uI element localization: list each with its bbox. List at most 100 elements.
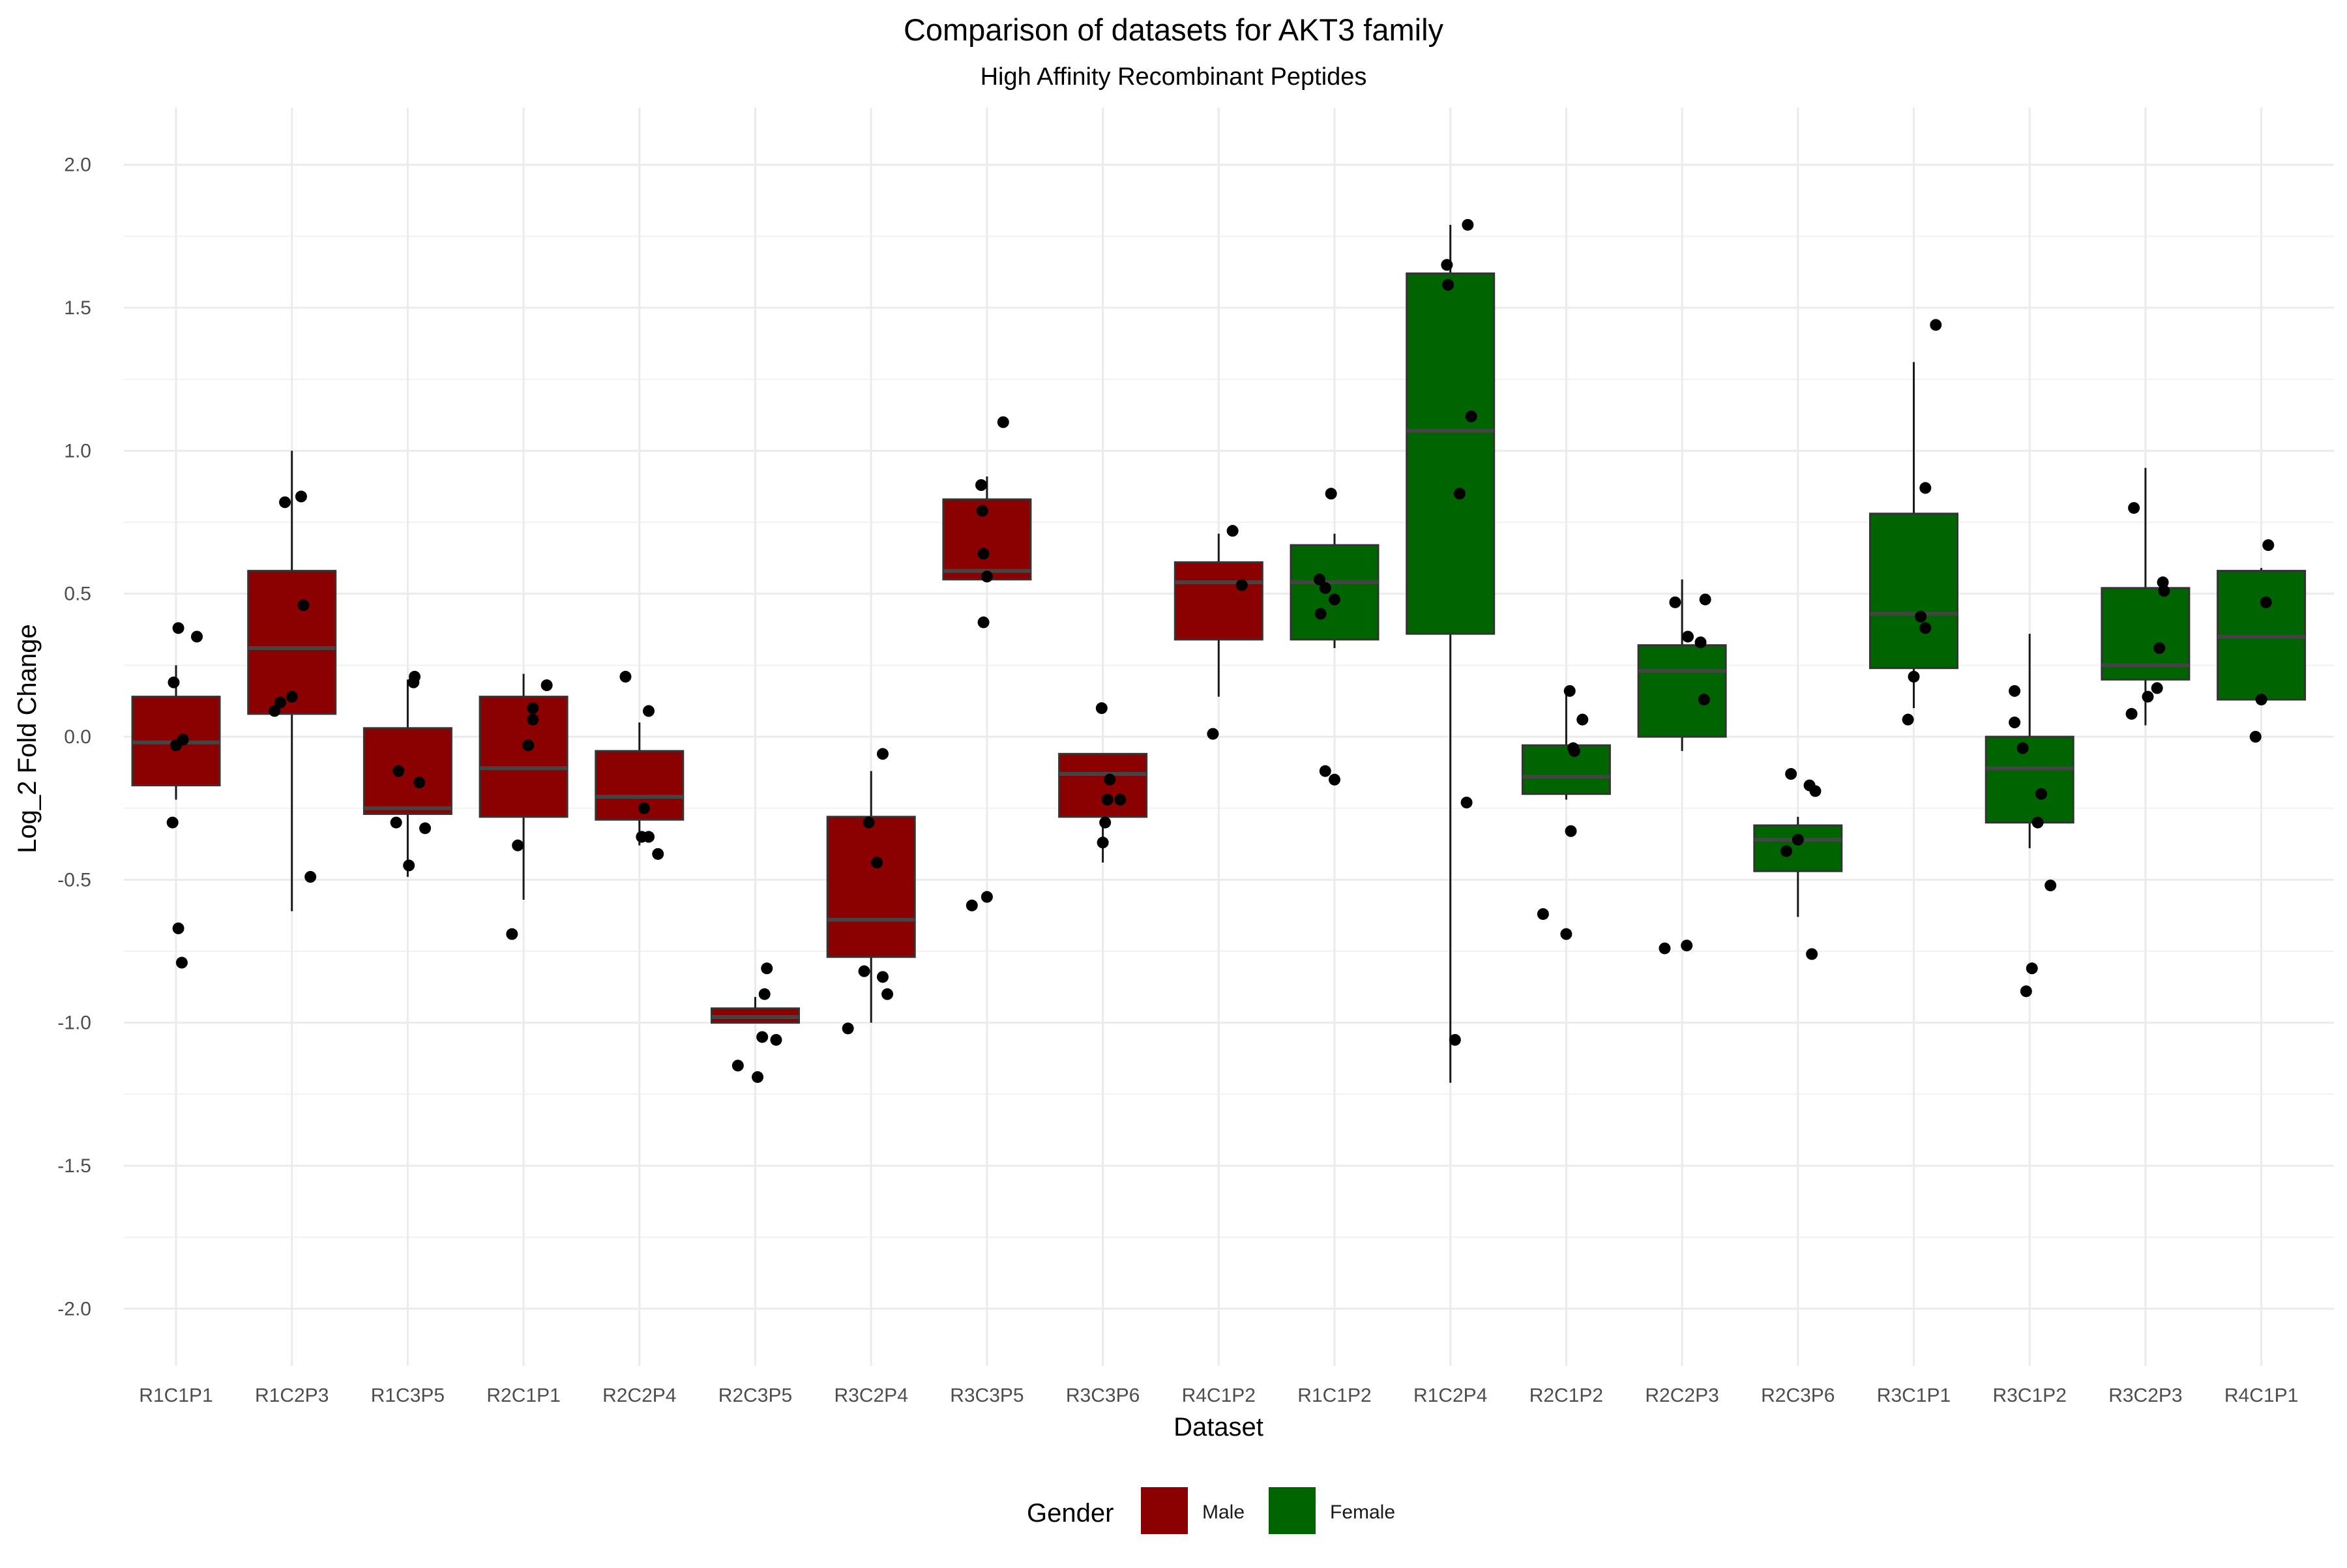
legend-label: Male <box>1202 1501 1245 1523</box>
data-point <box>2249 731 2262 743</box>
x-tick-label: R3C3P6 <box>1066 1385 1140 1406</box>
data-point <box>304 870 317 883</box>
data-point <box>2009 717 2021 729</box>
x-tick-label: R2C3P6 <box>1761 1385 1835 1406</box>
data-point <box>643 831 655 843</box>
legend-title: Gender <box>1027 1499 1114 1528</box>
data-point <box>842 1022 854 1035</box>
x-tick-label: R1C1P1 <box>139 1385 213 1406</box>
data-point <box>871 857 883 868</box>
data-point <box>770 1033 782 1046</box>
data-point <box>976 505 988 517</box>
data-point <box>2157 576 2169 589</box>
data-point <box>1314 608 1327 620</box>
data-point <box>1449 1033 1461 1046</box>
data-point <box>390 816 402 829</box>
data-point <box>1319 582 1331 594</box>
data-point <box>2009 685 2021 697</box>
boxes-layer <box>131 224 2307 1083</box>
y-axis-title: Log_2 Fold Change <box>13 624 42 853</box>
data-point <box>1669 596 1681 608</box>
y-tick-label: -1.0 <box>57 1013 91 1034</box>
data-point <box>2026 962 2038 975</box>
data-point <box>175 956 188 969</box>
data-point <box>1809 785 1822 797</box>
data-point <box>522 739 535 752</box>
data-point <box>1319 765 1331 777</box>
data-point <box>2255 693 2267 705</box>
data-point <box>1453 488 1466 500</box>
points-layer <box>166 218 2275 1083</box>
data-point <box>643 705 655 717</box>
data-point <box>1785 768 1797 780</box>
data-point <box>1659 942 1671 954</box>
data-point <box>2044 880 2057 892</box>
data-point <box>863 816 875 829</box>
data-point <box>731 1059 744 1072</box>
x-tick-label: R3C1P1 <box>1877 1385 1951 1406</box>
data-point <box>1207 728 1219 740</box>
data-point <box>1560 928 1572 940</box>
legend-swatch <box>1141 1487 1188 1534</box>
data-point <box>761 962 773 975</box>
data-point <box>1699 593 1711 606</box>
box <box>1174 561 1263 641</box>
legend-label: Female <box>1330 1501 1395 1523</box>
y-tick-label: 1.0 <box>64 440 91 462</box>
data-point <box>2262 539 2275 552</box>
data-point <box>619 670 632 683</box>
x-tick-label: R1C2P3 <box>255 1385 329 1406</box>
data-point <box>274 696 286 709</box>
data-point <box>1101 793 1114 806</box>
chart-title: Comparison of datasets for AKT3 family <box>904 12 1444 47</box>
data-point <box>1792 833 1804 846</box>
x-tick-label: R3C3P5 <box>950 1385 1024 1406</box>
data-point <box>981 570 993 583</box>
data-point <box>1576 713 1589 726</box>
y-tick-label: -0.5 <box>57 869 91 891</box>
data-point <box>652 848 664 860</box>
x-tick-label: R2C3P5 <box>718 1385 792 1406</box>
data-point <box>975 479 988 491</box>
data-point <box>512 839 524 851</box>
x-tick-label: R3C2P4 <box>834 1385 908 1406</box>
box <box>1290 544 1380 641</box>
data-point <box>2035 788 2047 800</box>
data-point <box>1441 259 1453 271</box>
legend: Gender Male Female <box>1027 1487 1395 1534</box>
x-tick-label: R1C3P5 <box>371 1385 445 1406</box>
data-point <box>166 816 179 829</box>
data-point <box>1537 908 1549 920</box>
data-point <box>2020 985 2032 998</box>
data-point <box>1462 218 1474 231</box>
data-point <box>286 690 298 703</box>
data-point <box>1235 579 1248 591</box>
data-point <box>269 705 281 717</box>
box <box>1637 644 1727 738</box>
data-point <box>876 971 889 983</box>
data-point <box>1442 278 1454 291</box>
data-point <box>177 733 189 746</box>
x-tick-label: R3C1P2 <box>1992 1385 2066 1406</box>
data-point <box>1930 319 1942 331</box>
data-point <box>876 748 889 760</box>
data-point <box>1325 488 1337 500</box>
data-point <box>1329 593 1340 606</box>
data-point <box>297 599 310 612</box>
data-point <box>1902 713 1914 726</box>
data-point <box>1919 482 1932 494</box>
y-tick-label: 2.0 <box>64 155 91 176</box>
x-tick-label: R1C2P4 <box>1413 1385 1487 1406</box>
data-point <box>172 622 185 634</box>
x-tick-label: R2C1P1 <box>486 1385 560 1406</box>
x-tick-label: R2C2P3 <box>1645 1385 1719 1406</box>
data-point <box>2142 690 2154 703</box>
box <box>247 570 337 715</box>
data-point <box>1806 948 1818 960</box>
data-point <box>2151 682 2163 694</box>
data-point <box>977 616 990 629</box>
data-point <box>413 777 426 789</box>
x-axis-ticks: R1C1P1 R1C2P3 R1C3P5 R2C1P1 R2C2P4 R2C3P5 R3C2… <box>139 1385 2298 1406</box>
